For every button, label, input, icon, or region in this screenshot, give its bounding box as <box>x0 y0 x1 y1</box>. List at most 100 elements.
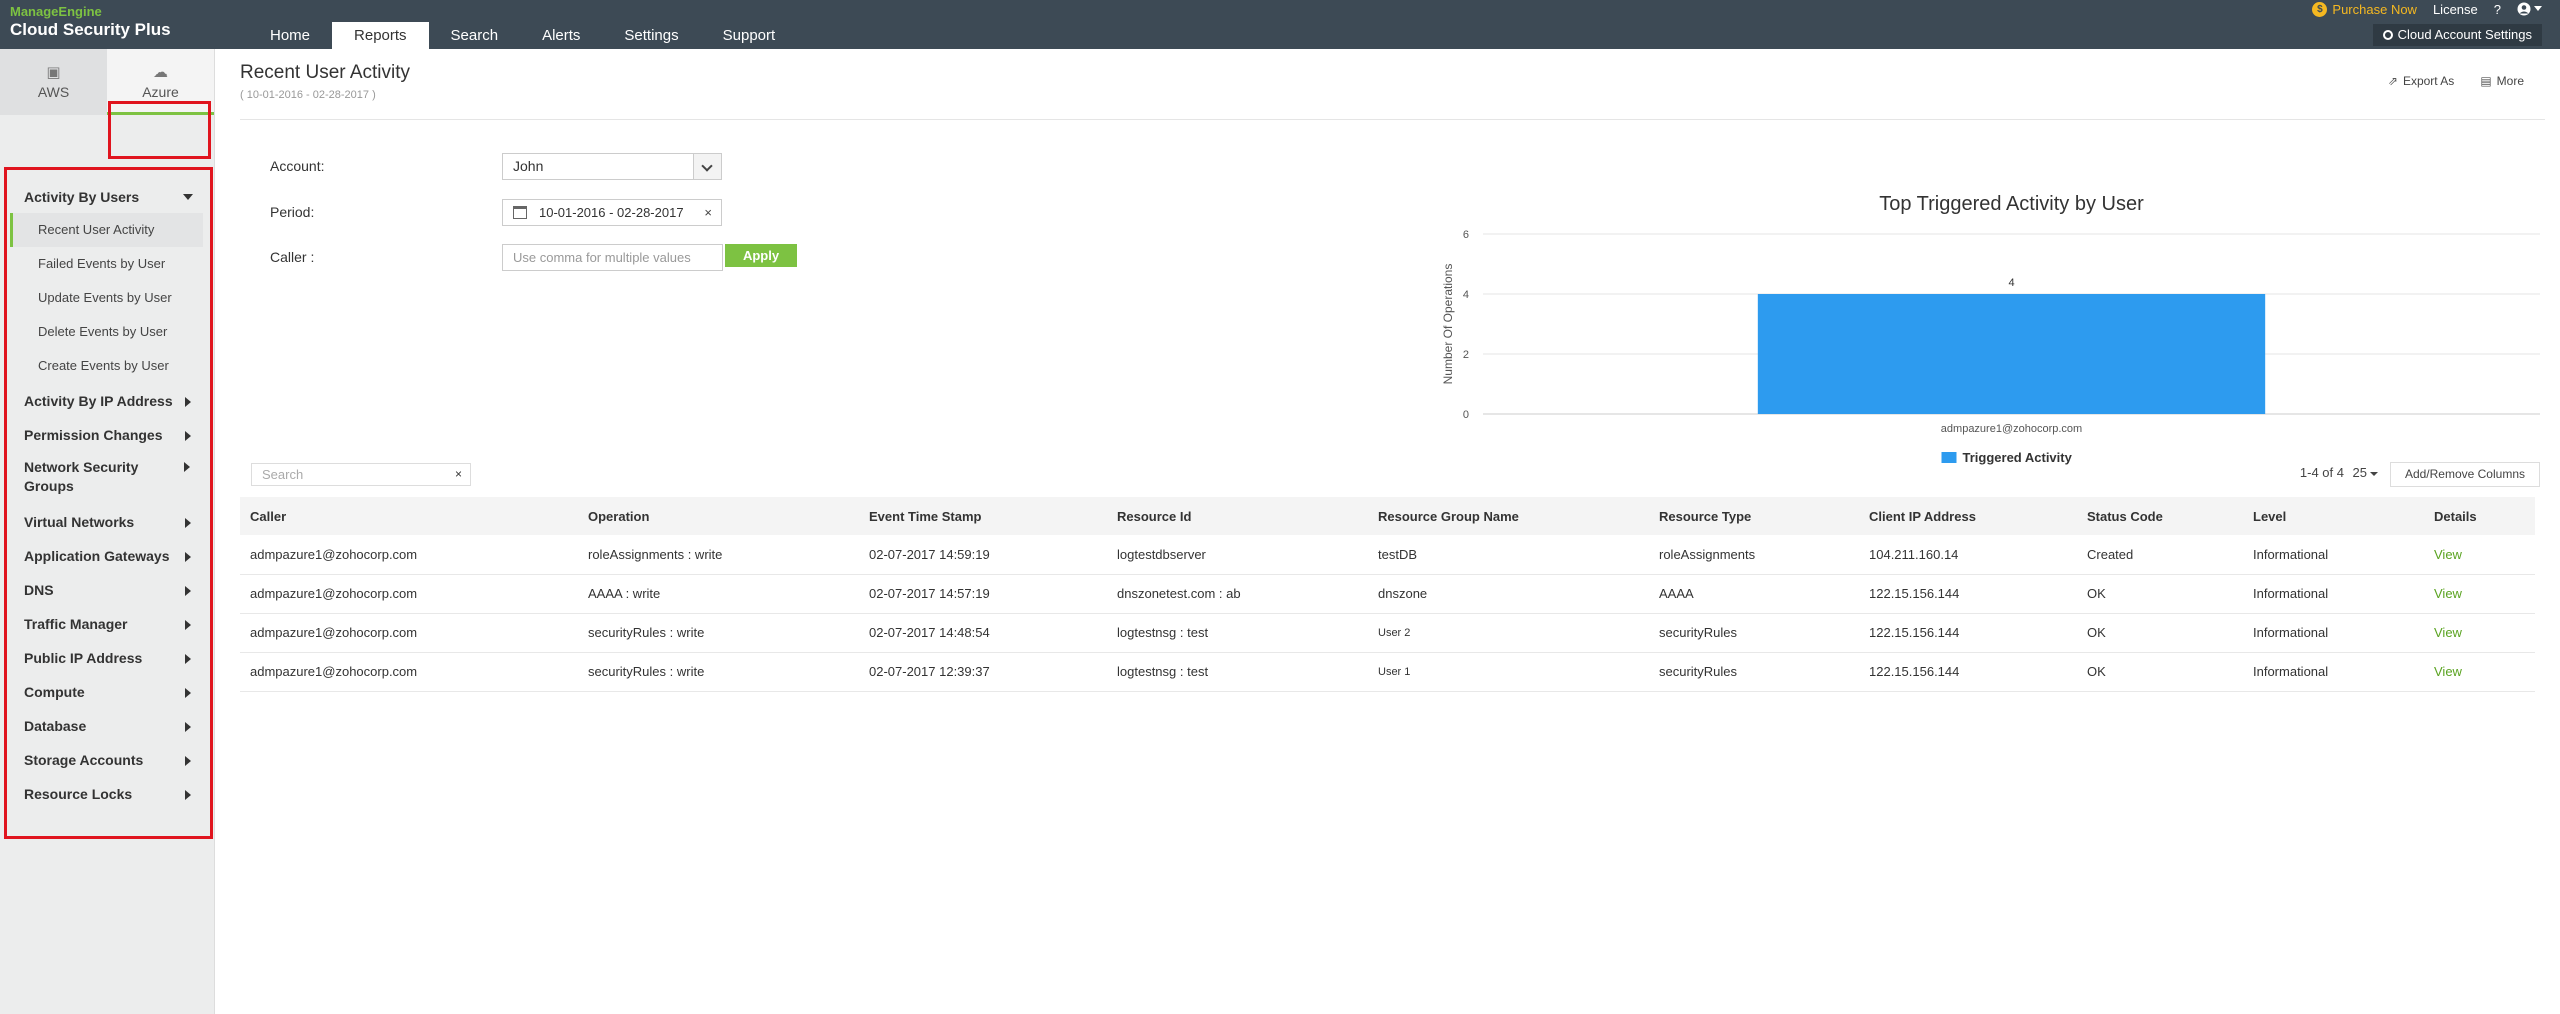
menu-group-label: Storage Accounts <box>24 752 144 768</box>
account-label: Account: <box>270 158 325 174</box>
column-header[interactable]: Event Time Stamp <box>859 497 1107 535</box>
tab-settings[interactable]: Settings <box>624 27 679 44</box>
y-tick-label: 6 <box>1463 229 1469 241</box>
page-title: Recent User Activity <box>240 62 410 83</box>
menu-group-label: Permission Changes <box>24 427 163 443</box>
tab-home[interactable]: Home <box>270 27 311 44</box>
brand-name: ManageEngine <box>10 4 102 19</box>
view-details-link[interactable]: View <box>2434 546 2462 562</box>
more-label: More <box>2496 74 2524 88</box>
table-cell: Created <box>2077 535 2243 575</box>
top-triggered-activity-chart: Top Triggered Activity by User 0 2 4 6 Number… <box>1441 193 2540 465</box>
table-row: admpazure1@zohocorp.com AAAA : write 02-07… <box>240 574 2535 614</box>
menu-item-update-events[interactable]: Update Events by User <box>38 290 172 305</box>
top-right-links: $ Purchase Now License ? <box>2312 0 2542 18</box>
menu-group-label: Resource Locks <box>24 786 133 802</box>
y-axis-label: Number Of Operations <box>1441 264 1455 385</box>
table-cell: admpazure1@zohocorp.com <box>240 535 578 575</box>
tab-support[interactable]: Support <box>722 27 776 44</box>
chevron-down-icon[interactable] <box>693 154 721 179</box>
settings-ring-icon <box>2382 30 2393 40</box>
menu-group-label: Activity By IP Address <box>24 393 173 409</box>
caret-right-icon <box>185 552 191 562</box>
period-value: 10-01-2016 - 02-28-2017 <box>539 205 684 220</box>
column-header[interactable]: Details <box>2424 497 2535 535</box>
column-header[interactable]: Resource Type <box>1649 497 1859 535</box>
cloud-account-settings-button[interactable]: Cloud Account Settings <box>2372 24 2542 46</box>
cloud-tab-azure[interactable]: ☁ Azure <box>107 49 214 115</box>
tab-search[interactable]: Search <box>450 27 499 44</box>
column-header[interactable]: Level <box>2243 497 2424 535</box>
caret-right-icon <box>185 790 191 800</box>
column-header[interactable]: Resource Group Name <box>1368 497 1649 535</box>
menu-group-compute[interactable]: Compute <box>0 674 215 708</box>
y-tick-label: 0 <box>1463 409 1469 421</box>
caret-right-icon <box>185 620 191 630</box>
menu-group-network-security-groups[interactable]: Network Security Groups <box>0 451 200 504</box>
caller-input[interactable]: Use comma for multiple values <box>502 244 723 271</box>
help-icon[interactable]: ? <box>2493 1 2501 17</box>
table-cell: logtestdbserver <box>1107 535 1368 575</box>
menu-group-activity-by-users[interactable]: Activity By Users <box>0 179 215 213</box>
column-header[interactable]: Status Code <box>2077 497 2243 535</box>
menu-group-permission-changes[interactable]: Permission Changes <box>0 417 215 451</box>
cloud-tab-aws[interactable]: ▣ AWS <box>0 49 107 115</box>
export-as-label: Export As <box>2402 74 2455 88</box>
menu-group-dns[interactable]: DNS <box>0 572 215 606</box>
user-menu[interactable] <box>2517 2 2542 16</box>
table-search-input[interactable]: Search × <box>251 463 471 486</box>
license-link[interactable]: License <box>2432 1 2478 17</box>
menu-item-failed-events[interactable]: Failed Events by User <box>38 256 166 271</box>
bar-data-label: 4 <box>2008 277 2014 289</box>
purchase-now-link[interactable]: $ Purchase Now <box>2312 1 2417 17</box>
clear-search-icon[interactable]: × <box>454 467 462 481</box>
menu-group-activity-by-ip[interactable]: Activity By IP Address <box>0 383 215 417</box>
coin-icon: $ <box>2312 1 2328 17</box>
menu-group-label: DNS <box>24 582 54 598</box>
rows-per-page-value: 25 <box>2352 465 2367 480</box>
table-cell: securityRules : write <box>578 613 859 653</box>
bar <box>1757 294 2266 414</box>
table-cell: OK <box>2077 574 2243 614</box>
menu-group-virtual-networks[interactable]: Virtual Networks <box>0 504 215 538</box>
column-header[interactable]: Operation <box>578 497 859 535</box>
column-header[interactable]: Resource Id <box>1107 497 1368 535</box>
export-as-button[interactable]: ⇗ Export As <box>2388 74 2454 88</box>
menu-group-resource-locks[interactable]: Resource Locks <box>0 776 215 810</box>
apply-button[interactable]: Apply <box>725 244 797 267</box>
menu-group-application-gateways[interactable]: Application Gateways <box>0 538 215 572</box>
menu-group-database[interactable]: Database <box>0 708 215 742</box>
table-cell: dnszone <box>1368 574 1649 614</box>
clear-period-icon[interactable]: × <box>704 205 712 220</box>
caret-down-icon <box>2370 471 2378 476</box>
account-select[interactable]: John <box>502 153 722 180</box>
menu-item-recent-user-activity[interactable]: Recent User Activity <box>10 213 203 247</box>
column-header[interactable]: Client IP Address <box>1859 497 2077 535</box>
table-cell: View <box>2424 574 2535 614</box>
menu-group-storage-accounts[interactable]: Storage Accounts <box>0 742 215 776</box>
x-tick-label: admpazure1@zohocorp.com <box>1941 423 2082 435</box>
view-details-link[interactable]: View <box>2434 664 2462 679</box>
add-remove-columns-button[interactable]: Add/Remove Columns <box>2389 462 2540 487</box>
menu-group-label: Compute <box>24 684 85 700</box>
more-button[interactable]: ▤ More <box>2480 74 2524 88</box>
view-details-link[interactable]: View <box>2434 625 2462 640</box>
menu-group-traffic-manager[interactable]: Traffic Manager <box>0 606 215 640</box>
tab-reports[interactable]: Reports <box>332 22 429 49</box>
legend-entry: Triggered Activity <box>1963 450 2073 465</box>
rows-per-page-select[interactable]: 25 <box>2353 465 2378 480</box>
chart-title: Top Triggered Activity by User <box>1879 193 2144 215</box>
export-icon: ⇗ <box>2387 74 2398 88</box>
table-cell: View <box>2424 535 2535 575</box>
view-details-link[interactable]: View <box>2434 586 2462 601</box>
app-logo[interactable]: ManageEngine Cloud Security Plus <box>10 4 171 40</box>
menu-item-delete-events[interactable]: Delete Events by User <box>38 324 168 339</box>
cloud-tab-azure-label: Azure <box>142 84 179 100</box>
period-picker[interactable]: 10-01-2016 - 02-28-2017 × <box>502 199 722 226</box>
menu-item-create-events[interactable]: Create Events by User <box>38 358 169 373</box>
table-cell: AAAA : write <box>578 574 859 614</box>
column-header[interactable]: Caller <box>240 497 578 535</box>
menu-group-public-ip-address[interactable]: Public IP Address <box>0 640 215 674</box>
tab-alerts[interactable]: Alerts <box>542 27 581 44</box>
menu-group-label: Public IP Address <box>24 650 143 666</box>
